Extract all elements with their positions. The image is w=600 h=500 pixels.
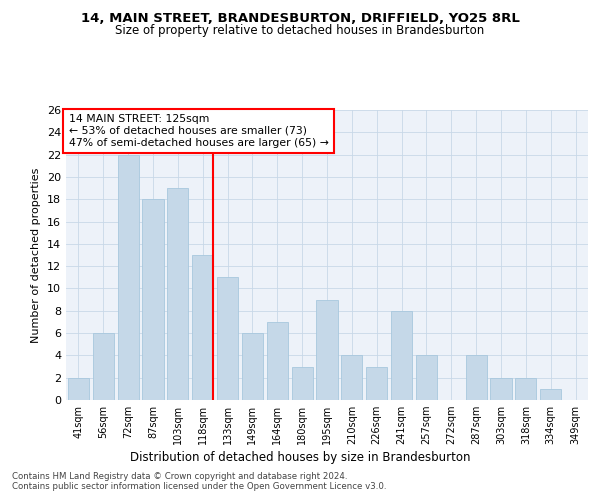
Bar bbox=[316, 300, 338, 400]
Bar bbox=[391, 311, 412, 400]
Bar bbox=[192, 255, 213, 400]
Bar bbox=[416, 356, 437, 400]
Y-axis label: Number of detached properties: Number of detached properties bbox=[31, 168, 41, 342]
Bar bbox=[292, 366, 313, 400]
Bar bbox=[267, 322, 288, 400]
Text: 14, MAIN STREET, BRANDESBURTON, DRIFFIELD, YO25 8RL: 14, MAIN STREET, BRANDESBURTON, DRIFFIEL… bbox=[80, 12, 520, 26]
Bar bbox=[540, 389, 561, 400]
Bar bbox=[515, 378, 536, 400]
Bar bbox=[366, 366, 387, 400]
Text: 14 MAIN STREET: 125sqm
← 53% of detached houses are smaller (73)
47% of semi-det: 14 MAIN STREET: 125sqm ← 53% of detached… bbox=[68, 114, 328, 148]
Bar bbox=[217, 278, 238, 400]
Bar bbox=[490, 378, 512, 400]
Bar bbox=[242, 333, 263, 400]
Bar bbox=[142, 199, 164, 400]
Text: Contains public sector information licensed under the Open Government Licence v3: Contains public sector information licen… bbox=[12, 482, 386, 491]
Text: Distribution of detached houses by size in Brandesburton: Distribution of detached houses by size … bbox=[130, 451, 470, 464]
Text: Size of property relative to detached houses in Brandesburton: Size of property relative to detached ho… bbox=[115, 24, 485, 37]
Bar bbox=[341, 356, 362, 400]
Bar bbox=[167, 188, 188, 400]
Bar bbox=[68, 378, 89, 400]
Bar bbox=[118, 154, 139, 400]
Text: Contains HM Land Registry data © Crown copyright and database right 2024.: Contains HM Land Registry data © Crown c… bbox=[12, 472, 347, 481]
Bar bbox=[93, 333, 114, 400]
Bar bbox=[466, 356, 487, 400]
